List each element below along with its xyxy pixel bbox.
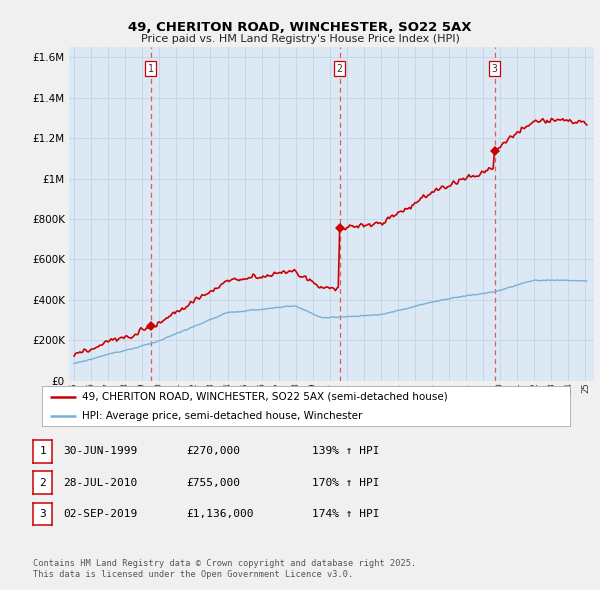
Text: 1: 1 — [39, 447, 46, 456]
Text: 170% ↑ HPI: 170% ↑ HPI — [312, 478, 380, 487]
Text: 3: 3 — [491, 64, 497, 74]
Text: £270,000: £270,000 — [186, 447, 240, 456]
Text: 1: 1 — [148, 64, 154, 74]
Text: Contains HM Land Registry data © Crown copyright and database right 2025.: Contains HM Land Registry data © Crown c… — [33, 559, 416, 568]
Text: 02-SEP-2019: 02-SEP-2019 — [63, 509, 137, 519]
Text: 28-JUL-2010: 28-JUL-2010 — [63, 478, 137, 487]
Text: 3: 3 — [39, 509, 46, 519]
Text: 49, CHERITON ROAD, WINCHESTER, SO22 5AX (semi-detached house): 49, CHERITON ROAD, WINCHESTER, SO22 5AX … — [82, 392, 448, 402]
Text: 2: 2 — [337, 64, 343, 74]
Text: Price paid vs. HM Land Registry's House Price Index (HPI): Price paid vs. HM Land Registry's House … — [140, 34, 460, 44]
Text: £1,136,000: £1,136,000 — [186, 509, 254, 519]
Text: 139% ↑ HPI: 139% ↑ HPI — [312, 447, 380, 456]
Text: 30-JUN-1999: 30-JUN-1999 — [63, 447, 137, 456]
Text: 49, CHERITON ROAD, WINCHESTER, SO22 5AX: 49, CHERITON ROAD, WINCHESTER, SO22 5AX — [128, 21, 472, 34]
Text: This data is licensed under the Open Government Licence v3.0.: This data is licensed under the Open Gov… — [33, 570, 353, 579]
Text: 2: 2 — [39, 478, 46, 487]
Text: 174% ↑ HPI: 174% ↑ HPI — [312, 509, 380, 519]
Text: HPI: Average price, semi-detached house, Winchester: HPI: Average price, semi-detached house,… — [82, 411, 362, 421]
Text: £755,000: £755,000 — [186, 478, 240, 487]
